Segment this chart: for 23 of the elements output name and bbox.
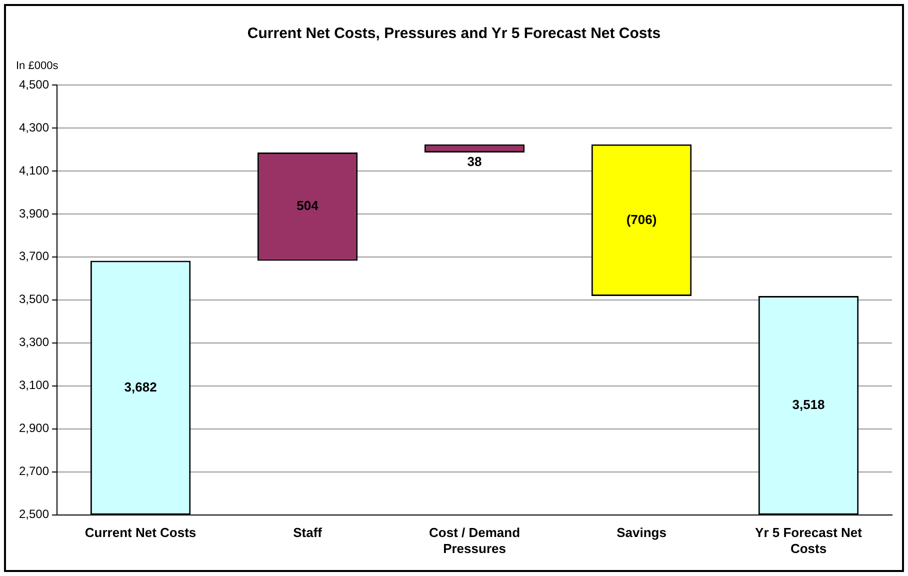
- y-tick-label: 2,900: [19, 421, 50, 436]
- data-label: 38: [467, 154, 482, 170]
- data-label: 504: [296, 198, 320, 214]
- y-axis-title: In £000s: [16, 60, 59, 72]
- y-tick-label: 2,700: [19, 464, 50, 478]
- x-tick-label: Staff: [293, 525, 323, 540]
- y-tick-label: 4,300: [19, 120, 50, 134]
- y-tick-label: 3,500: [19, 292, 50, 306]
- y-tick-label: 3,100: [19, 378, 50, 392]
- chart-title: Current Net Costs, Pressures and Yr 5 Forecast Net Costs: [247, 25, 661, 42]
- y-tick-label: 3,300: [19, 335, 50, 350]
- y-tick-label: 4,500: [19, 77, 50, 92]
- y-tick-label: 3,900: [19, 206, 50, 220]
- x-tick-label: Savings: [616, 525, 666, 540]
- data-label: 3,682: [124, 379, 157, 394]
- y-tick-label: 2,500: [19, 507, 50, 522]
- data-label: 3,518: [792, 396, 825, 412]
- x-tick-label: Yr 5 Forecast Net Costs: [755, 525, 863, 556]
- x-tick-label: Current Net Costs: [84, 525, 196, 540]
- data-label: (706): [626, 212, 657, 227]
- y-tick-label: 4,100: [19, 163, 50, 178]
- y-tick-label: 3,700: [19, 249, 50, 264]
- x-tick-label: Cost / Demand Pressures: [429, 525, 520, 556]
